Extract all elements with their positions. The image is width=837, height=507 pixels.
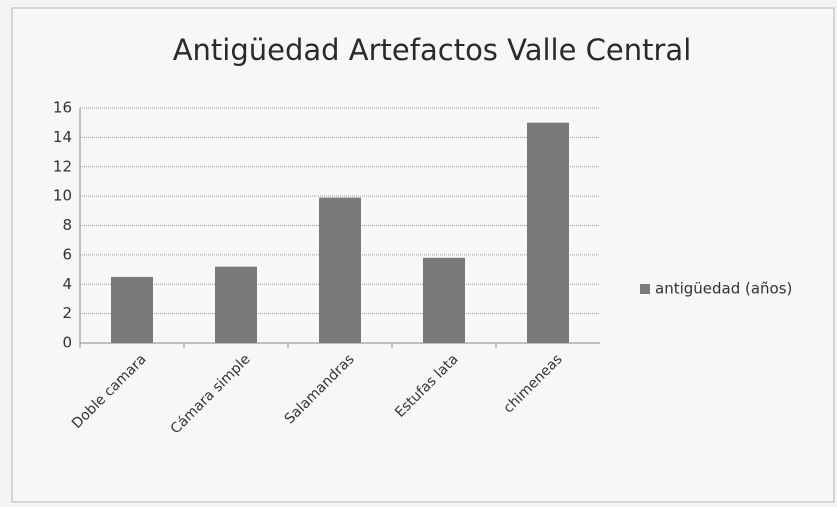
chart-title: Antigüedad Artefactos Valle Central: [173, 33, 692, 67]
y-tick-label: 0: [62, 334, 72, 352]
bar: [215, 266, 257, 343]
y-tick-label: 2: [62, 304, 72, 322]
y-tick-label: 16: [53, 99, 72, 117]
bar: [527, 122, 569, 343]
y-tick-label: 12: [53, 157, 72, 175]
y-tick-label: 6: [62, 245, 72, 263]
y-tick-label: 8: [62, 216, 72, 234]
bar: [423, 257, 465, 343]
y-tick-label: 14: [53, 128, 72, 146]
y-tick-label: 10: [53, 187, 72, 205]
bar: [111, 276, 153, 343]
bar: [319, 197, 361, 343]
y-tick-label: 4: [62, 275, 72, 293]
legend-swatch: [640, 284, 650, 294]
legend-label: antigüedad (años): [655, 280, 792, 298]
